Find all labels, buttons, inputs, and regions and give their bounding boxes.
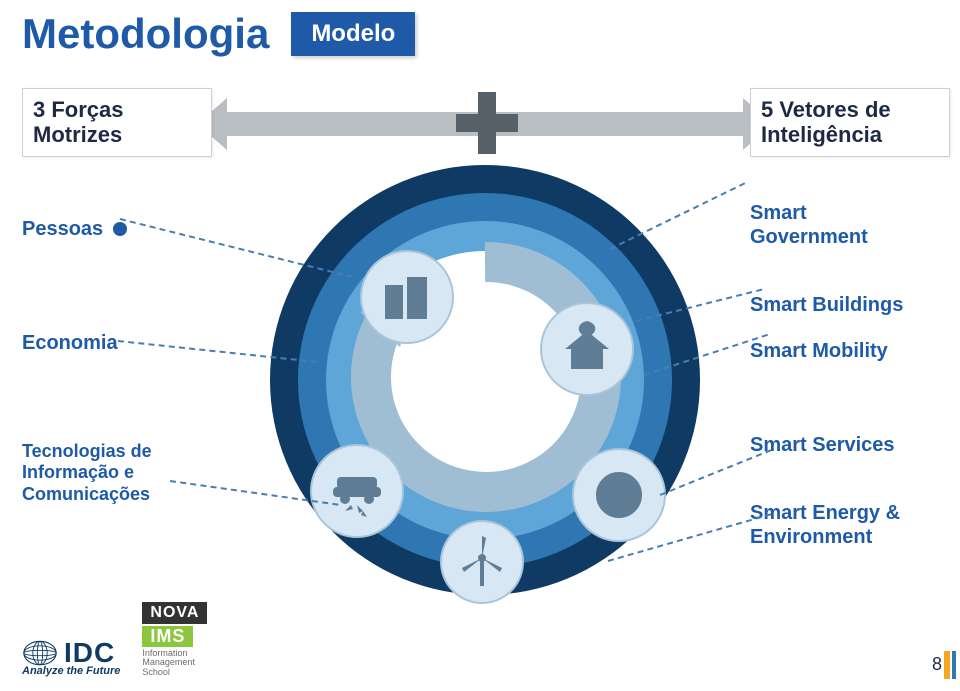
right-item-mobility: Smart Mobility <box>750 339 950 363</box>
page-title: Metodologia <box>22 10 269 58</box>
wind-turbine-icon <box>440 520 524 604</box>
left-item-economia: Economia <box>22 331 212 361</box>
left-item-label: Pessoas <box>22 217 103 241</box>
right-item-government: Smart Government <box>750 201 950 249</box>
model-badge: Modelo <box>291 12 415 56</box>
right-item-energy: Smart Energy & Environment <box>750 501 950 549</box>
globe-data-icon <box>572 448 666 542</box>
house-leaf-icon <box>540 302 634 396</box>
left-heading-box: 3 Forças Motrizes <box>22 88 212 157</box>
page-accent-bar <box>952 651 956 679</box>
page-accent-bar <box>944 651 950 679</box>
ims-label: IMS <box>142 626 193 647</box>
nova-ims-logo: NOVA IMS Information Management School <box>142 602 207 677</box>
page-number: 8 <box>932 654 942 675</box>
idc-globe-icon <box>22 639 58 667</box>
nova-label: NOVA <box>142 602 207 624</box>
left-item-label: Economia <box>22 332 118 354</box>
left-item-tech: Tecnologias de Informação e Comunicações <box>22 441 212 506</box>
buildings-icon <box>360 250 454 344</box>
left-item-pessoas: Pessoas <box>22 217 212 241</box>
car-recycle-icon <box>310 444 404 538</box>
footer-logos: IDC Analyze the Future NOVA IMS Informat… <box>22 602 207 677</box>
right-heading-box: 5 Vetores de Inteligência <box>750 88 950 157</box>
idc-tagline: Analyze the Future <box>22 665 120 677</box>
plus-icon <box>456 92 518 154</box>
right-column: 5 Vetores de Inteligência Smart Governme… <box>750 88 950 549</box>
bullet-dot <box>113 222 127 236</box>
nova-subtitle: Information Management School <box>142 649 195 677</box>
idc-logo: IDC Analyze the Future <box>22 637 120 677</box>
right-item-buildings: Smart Buildings <box>750 293 950 317</box>
right-item-services: Smart Services <box>750 433 950 457</box>
left-column: 3 Forças Motrizes Pessoas Economia Tecno… <box>22 88 212 505</box>
